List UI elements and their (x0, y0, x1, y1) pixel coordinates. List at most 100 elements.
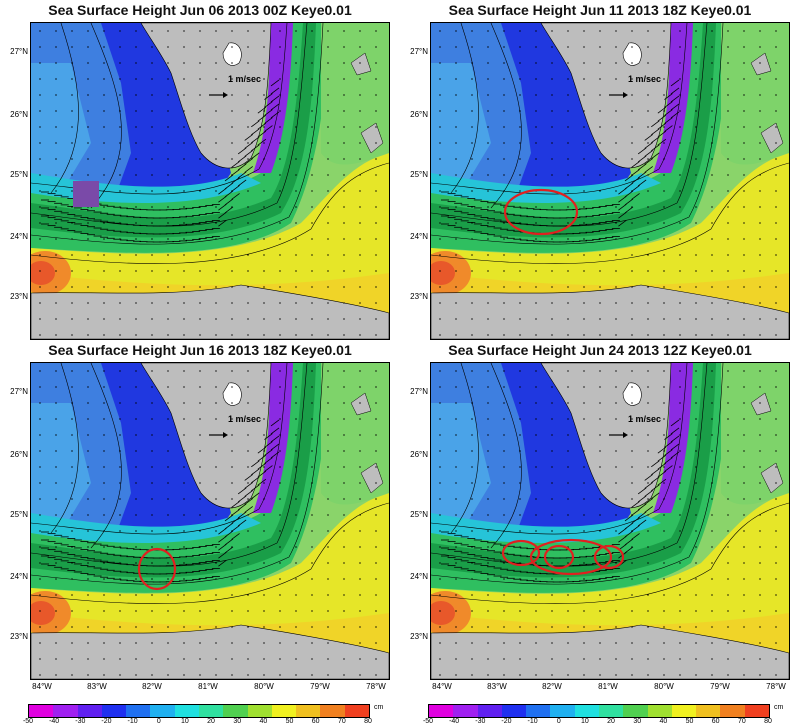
colorbar-swatch (477, 705, 503, 717)
map-canvas (31, 23, 389, 339)
lon-label: 80°W (654, 682, 674, 691)
colorbar-tick: 50 (285, 718, 294, 725)
lat-label: 26°N (410, 110, 428, 119)
lat-label: 24°N (10, 572, 28, 581)
colorbar-swatch (150, 705, 176, 717)
colorbar-tick: 80 (364, 718, 372, 725)
map-canvas (31, 363, 389, 679)
highlight-ellipse (529, 538, 613, 576)
colorbar-swatch (574, 705, 600, 717)
ssh-map (30, 362, 390, 680)
colorbar-unit: cm (374, 704, 384, 711)
colorbar-swatch (126, 705, 151, 717)
colorbar-tick: -30 (475, 718, 486, 725)
panel-bottom-left: Sea Surface Height Jun 16 2013 18Z Keye0… (0, 340, 400, 691)
colorbar-tick: -40 (449, 718, 460, 725)
colorbar-tick: 30 (233, 718, 242, 725)
colorbar-tick: 10 (181, 718, 189, 725)
lat-label: 23°N (10, 292, 28, 301)
lon-label: 84°W (432, 682, 452, 691)
map-canvas (431, 23, 789, 339)
ssh-map (430, 22, 790, 340)
colorbar-swatch (29, 705, 54, 717)
ssh-map (430, 362, 790, 680)
colorbar-swatch (599, 705, 624, 717)
colorbar-swatch (696, 705, 721, 717)
colorbar-tick: 70 (737, 718, 746, 725)
lat-label: 27°N (410, 47, 428, 56)
colorbar-swatch (174, 705, 200, 717)
colorbar-left (28, 704, 370, 718)
lon-label: 82°W (142, 682, 162, 691)
colorbar-swatch (526, 705, 551, 717)
colorbar-swatch (77, 705, 103, 717)
colorbar-swatch (247, 705, 273, 717)
scale-label: 1 m/sec (228, 414, 262, 424)
colorbar-swatch (53, 705, 79, 717)
colorbar-swatch (101, 705, 127, 717)
colorbar-swatch (550, 705, 576, 717)
lon-label: 82°W (542, 682, 562, 691)
highlight-square (73, 181, 99, 207)
colorbar-tick: 20 (607, 718, 615, 725)
scale-label: 1 m/sec (228, 74, 262, 84)
colorbar-swatch (271, 705, 297, 717)
colorbar-swatch (671, 705, 697, 717)
scale-label: 1 m/sec (628, 414, 662, 424)
ssh-map (30, 22, 390, 340)
colorbar-swatch (744, 705, 770, 717)
colorbar-tick: -40 (49, 718, 60, 725)
colorbar-tick: -20 (501, 718, 512, 725)
colorbar-swatch (296, 705, 321, 717)
lon-label: 79°W (310, 682, 330, 691)
colorbar-tick: 80 (764, 718, 772, 725)
colorbar-swatch (720, 705, 746, 717)
colorbar-tick: 0 (556, 718, 561, 725)
lon-label: 78°W (366, 682, 386, 691)
colorbar-swatch (199, 705, 224, 717)
colorbar-tick: 50 (685, 718, 694, 725)
colorbar-swatch (623, 705, 649, 717)
lat-label: 25°N (10, 510, 28, 519)
colorbar-swatch (453, 705, 479, 717)
colorbar-swatch (429, 705, 454, 717)
lon-label: 83°W (87, 682, 107, 691)
lat-label: 26°N (10, 110, 28, 119)
lat-label: 27°N (10, 47, 28, 56)
colorbar-tick: 70 (337, 718, 346, 725)
lat-label: 23°N (410, 632, 428, 641)
panel-bottom-right: Sea Surface Height Jun 24 2013 12Z Keye0… (400, 340, 800, 691)
lon-label: 78°W (766, 682, 786, 691)
lat-label: 27°N (10, 387, 28, 396)
colorbar-swatch (501, 705, 527, 717)
colorbar-tick: 30 (633, 718, 642, 725)
highlight-ellipse (543, 544, 575, 570)
colorbar-swatch (647, 705, 673, 717)
colorbar-swatch (344, 705, 370, 717)
lat-label: 25°N (410, 170, 428, 179)
lon-label: 81°W (198, 682, 218, 691)
lon-label: 83°W (487, 682, 507, 691)
lat-label: 23°N (410, 292, 428, 301)
lat-label: 26°N (10, 450, 28, 459)
panel-top-left: Sea Surface Height Jun 06 2013 00Z Keye0… (0, 0, 400, 340)
colorbar-tick: 10 (581, 718, 589, 725)
lat-label: 23°N (10, 632, 28, 641)
colorbar-tick: -50 (22, 718, 34, 725)
panel-title: Sea Surface Height Jun 11 2013 18Z Keye0… (448, 2, 752, 18)
colorbar-swatch (223, 705, 249, 717)
colorbar-right (428, 704, 770, 718)
colorbar-unit: cm (774, 704, 784, 711)
lat-label: 25°N (410, 510, 428, 519)
lon-label: 79°W (710, 682, 730, 691)
scale-label: 1 m/sec (628, 74, 662, 84)
lat-label: 25°N (10, 170, 28, 179)
highlight-ellipse (137, 547, 177, 591)
colorbar-tick: 20 (207, 718, 215, 725)
lat-label: 27°N (410, 387, 428, 396)
panel-title: Sea Surface Height Jun 24 2013 12Z Keye0… (448, 342, 752, 358)
highlight-ellipse (503, 188, 579, 236)
colorbar-tick: 0 (156, 718, 161, 725)
map-canvas (431, 363, 789, 679)
colorbar-tick: 40 (259, 718, 268, 725)
